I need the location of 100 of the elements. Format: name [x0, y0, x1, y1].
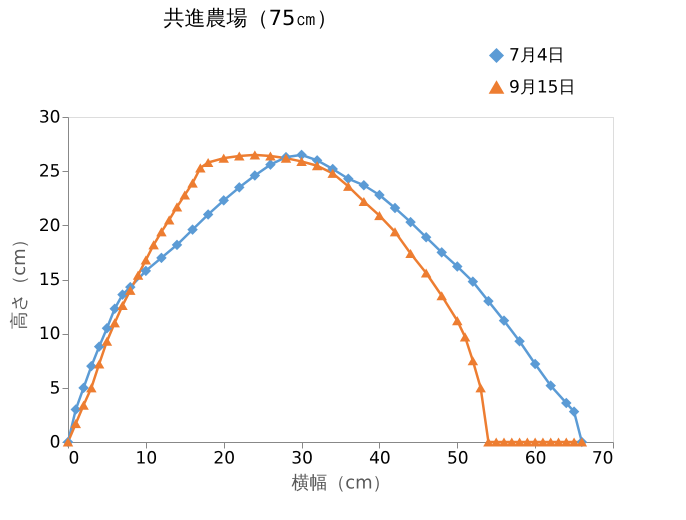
y-tick-label: 20: [38, 216, 60, 236]
point: [514, 437, 525, 447]
point: [202, 209, 214, 220]
point: [172, 240, 182, 250]
point: [530, 437, 540, 447]
point: [553, 437, 564, 447]
point: [358, 180, 370, 190]
point: [358, 196, 370, 206]
y-tick-label: 0: [50, 432, 60, 452]
point: [94, 359, 104, 369]
point: [452, 316, 463, 326]
x-tick-label: 20: [213, 448, 236, 468]
point: [117, 289, 128, 300]
x-tick-label: 40: [369, 448, 391, 468]
point: [374, 190, 385, 200]
x-tick-label: 30: [291, 448, 313, 468]
point: [234, 182, 245, 193]
point: [218, 195, 229, 206]
point: [180, 190, 190, 200]
point: [420, 268, 432, 278]
x-tick-label: 70: [592, 448, 614, 468]
point: [498, 315, 510, 326]
point: [568, 437, 580, 447]
point: [538, 437, 548, 447]
point: [343, 174, 354, 184]
y-tick-label: 15: [38, 270, 60, 290]
point: [187, 224, 198, 235]
point: [561, 398, 572, 408]
legend-label: 9月15日: [509, 78, 576, 98]
point: [490, 437, 502, 447]
y-axis-title: 高さ（cm）: [8, 230, 30, 330]
point: [296, 156, 307, 166]
x-tick-label: 10: [136, 448, 158, 468]
point: [436, 247, 447, 258]
point: [218, 154, 229, 163]
point: [117, 300, 128, 310]
point: [506, 437, 518, 447]
point: [468, 356, 478, 366]
point: [405, 248, 416, 258]
point: [312, 161, 322, 170]
point: [78, 382, 89, 394]
y-tick-label: 30: [38, 108, 60, 128]
point: [265, 159, 276, 170]
point: [452, 261, 463, 272]
point: [296, 150, 307, 160]
point: [102, 323, 112, 334]
point: [70, 419, 82, 428]
point: [265, 151, 276, 161]
point: [522, 437, 533, 447]
point: [156, 252, 167, 264]
point: [390, 227, 400, 236]
point: [561, 437, 572, 447]
point: [86, 383, 97, 392]
x-axis-title: 横幅（cm）: [291, 472, 391, 494]
point: [132, 270, 144, 280]
point: [475, 383, 486, 392]
y-tick-label: 10: [38, 324, 60, 344]
point: [468, 276, 478, 287]
point: [102, 336, 112, 346]
point: [483, 437, 494, 447]
point: [78, 400, 89, 410]
point: [172, 202, 182, 212]
point: [94, 341, 104, 352]
point: [140, 266, 152, 276]
point: [148, 240, 159, 250]
y-tick-label: 25: [38, 162, 60, 182]
point: [140, 255, 152, 265]
point: [125, 286, 136, 295]
point: [250, 150, 260, 160]
point: [405, 216, 416, 228]
point: [327, 168, 338, 178]
x-tick-label: 60: [524, 448, 546, 468]
point: [420, 232, 432, 242]
point: [202, 158, 214, 168]
point: [374, 211, 385, 220]
point: [390, 202, 400, 214]
point: [545, 380, 556, 391]
point: [498, 437, 510, 447]
point: [568, 406, 580, 417]
point: [530, 358, 540, 370]
point: [343, 182, 354, 191]
point: [109, 304, 120, 314]
y-tick-label: 5: [50, 378, 60, 398]
point: [187, 178, 198, 188]
point: [70, 404, 82, 415]
point: [545, 437, 556, 447]
point: [156, 227, 167, 236]
point: [86, 360, 97, 372]
point: [250, 170, 260, 181]
point: [483, 296, 494, 306]
x-tick-label: 0: [68, 448, 80, 468]
legend-label: 7月4日: [509, 46, 565, 66]
point: [234, 151, 245, 161]
x-tick-label: 50: [446, 448, 469, 468]
point: [460, 332, 470, 342]
point: [195, 163, 206, 172]
point: [164, 215, 174, 224]
chart-title: 共進農場（75㎝）: [164, 6, 338, 30]
point: [109, 318, 120, 328]
point: [514, 336, 525, 346]
